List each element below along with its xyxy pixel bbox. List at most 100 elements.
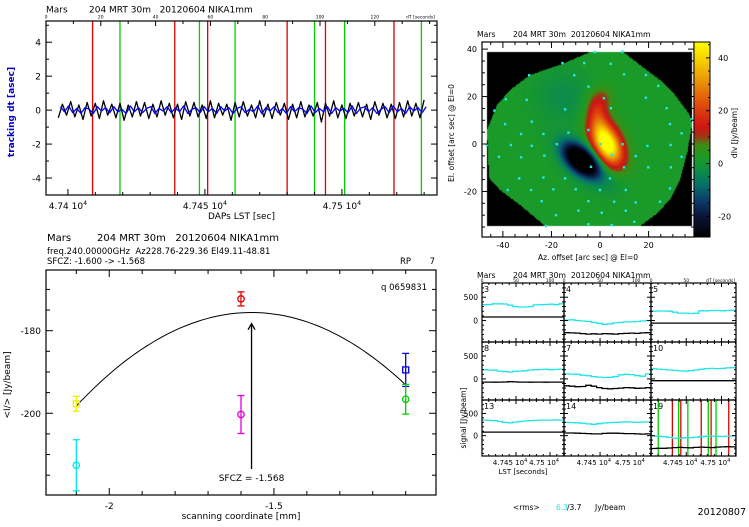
tracking-title-info: 204 MRT 30m 20120604 NIKA1mm bbox=[89, 6, 253, 16]
detector-position-marker bbox=[644, 73, 648, 77]
detector-position-marker bbox=[600, 211, 603, 214]
panel-frame bbox=[481, 399, 565, 457]
panel-y-tick-label: 0 bbox=[473, 432, 478, 441]
panel-black-signal-line bbox=[564, 332, 651, 335]
tracking-series-blue-line bbox=[59, 105, 427, 115]
panel-cyan-signal-line bbox=[564, 421, 651, 425]
panel-x-tick-label-exponent: 4 bbox=[556, 458, 559, 464]
rms-value-primary: 6.3 bbox=[556, 503, 568, 512]
detector-position-marker bbox=[621, 143, 624, 146]
detector-position-marker bbox=[690, 118, 693, 121]
data-point bbox=[237, 291, 245, 307]
detector-position-marker bbox=[668, 122, 672, 126]
panel-top-axis-tick-label: 50 bbox=[597, 278, 603, 284]
detector-position-marker bbox=[609, 62, 612, 65]
detector-position-marker bbox=[587, 128, 590, 132]
signal-panel: 144.745 104 4.75 104 bbox=[563, 399, 652, 467]
panel-y-tick-label: 0 bbox=[473, 317, 478, 326]
data-point bbox=[401, 383, 410, 415]
panel-frame bbox=[650, 282, 737, 343]
detector-position-marker bbox=[587, 223, 590, 226]
signal-panel: 7 bbox=[563, 341, 652, 401]
map-x-tick-label: 20 bbox=[643, 241, 653, 250]
circle-marker bbox=[72, 461, 81, 470]
detector-position-marker bbox=[530, 120, 533, 123]
detector-position-marker bbox=[542, 176, 545, 179]
panel-top-axis-tick-label: 0 bbox=[563, 278, 566, 284]
panel-cyan-signal-line bbox=[482, 419, 564, 424]
panel-x-tick-label-mantissa: 4.745 10 bbox=[663, 459, 694, 467]
detector-position-marker bbox=[503, 122, 507, 126]
detector-position-marker bbox=[542, 132, 545, 136]
y-tick-label: -4 bbox=[32, 175, 41, 185]
square-marker bbox=[402, 366, 410, 374]
detector-position-marker bbox=[624, 209, 627, 212]
rms-value-secondary: /3.7 bbox=[567, 503, 582, 512]
detector-position-marker bbox=[587, 200, 590, 203]
map-y-axis-label: El. offset [arc sec] @ El=0 bbox=[447, 84, 456, 182]
y-tick-label: 4 bbox=[35, 39, 41, 49]
panel-black-signal-line bbox=[651, 446, 736, 450]
panel-x-tick-label-mantissa: 4.75 10 bbox=[615, 459, 642, 467]
map-y-tick-label: 20 bbox=[467, 93, 477, 102]
tracking-plot-frame bbox=[45, 20, 438, 196]
map-title-source: Mars bbox=[477, 30, 496, 39]
detector-position-marker bbox=[509, 143, 513, 147]
x-tick-label: 4.75 104 bbox=[323, 200, 361, 212]
panel-frame bbox=[481, 282, 565, 343]
y-tick-label: -2 bbox=[32, 141, 41, 151]
x-tick-label: 4.74 104 bbox=[49, 200, 87, 212]
detector-position-marker bbox=[527, 74, 531, 77]
detector-position-marker bbox=[574, 188, 577, 191]
detector-position-marker bbox=[519, 156, 523, 159]
x-tick-label-exponent: 4 bbox=[357, 200, 361, 207]
sfcz-arrow-head bbox=[247, 322, 256, 330]
panel-label: 19 bbox=[653, 402, 663, 411]
detector-position-marker bbox=[665, 107, 668, 110]
detector-position-marker bbox=[644, 96, 648, 99]
map-x-axis-label: Az. offset [arc sec] @ El=0 bbox=[538, 253, 638, 262]
tracking-title-source: Mars bbox=[46, 6, 68, 16]
top-axis-tick-label: 120 bbox=[371, 15, 380, 21]
detector-position-marker bbox=[577, 209, 580, 212]
colorbar-tick-label: -20 bbox=[718, 212, 731, 221]
focus-title-source: Mars bbox=[47, 233, 71, 244]
detector-position-marker bbox=[609, 107, 613, 110]
panel-x-tick-label-mantissa: 4.75 10 bbox=[700, 459, 727, 467]
detector-position-marker bbox=[589, 165, 593, 168]
focus-subtitle: freq.240.00000GHz Az228.76-229.36 El49.1… bbox=[47, 247, 270, 257]
panels-title-info: 204 MRT 30m 20120604 NIKA1mm bbox=[513, 271, 650, 280]
data-point bbox=[402, 352, 410, 388]
map-heatmap-raster bbox=[482, 42, 694, 237]
detector-position-marker bbox=[621, 50, 624, 53]
circle-marker bbox=[401, 395, 410, 404]
detector-position-marker bbox=[561, 61, 564, 65]
top-axis-tick-label: 80 bbox=[262, 15, 268, 21]
detector-position-marker bbox=[680, 132, 683, 135]
detector-position-marker bbox=[634, 201, 637, 204]
panel-x-tick-label: 4.75 104 bbox=[529, 458, 559, 467]
detector-position-marker bbox=[598, 188, 602, 192]
detector-position-marker bbox=[669, 143, 672, 147]
panel-x-tick-label-exponent: 4 bbox=[608, 458, 611, 464]
colorbar-tick-label: 20 bbox=[718, 107, 728, 116]
panel-label: 7 bbox=[566, 344, 571, 353]
x-tick-label: -1.5 bbox=[265, 502, 283, 512]
map-title-info: 204 MRT 30m 20120604 NIKA1mm bbox=[513, 30, 650, 39]
map-y-tick-label: 0 bbox=[472, 140, 477, 149]
panel-top-axis-tick-label: 0 bbox=[650, 278, 653, 284]
date-label: 20120807 bbox=[698, 507, 746, 518]
detector-position-marker bbox=[583, 61, 586, 65]
detector-position-marker bbox=[519, 132, 523, 136]
panel-black-signal-line bbox=[564, 384, 651, 390]
circle-marker bbox=[237, 295, 245, 303]
colorbar bbox=[693, 41, 711, 238]
detector-position-marker bbox=[624, 188, 627, 192]
panel-label: 14 bbox=[566, 402, 576, 411]
map-y-tick-label: 40 bbox=[467, 45, 477, 54]
panel-frame bbox=[563, 399, 652, 457]
panel-x-tick-label: 4.745 104 bbox=[663, 458, 697, 467]
colorbar-tick-label: 0 bbox=[718, 160, 723, 169]
